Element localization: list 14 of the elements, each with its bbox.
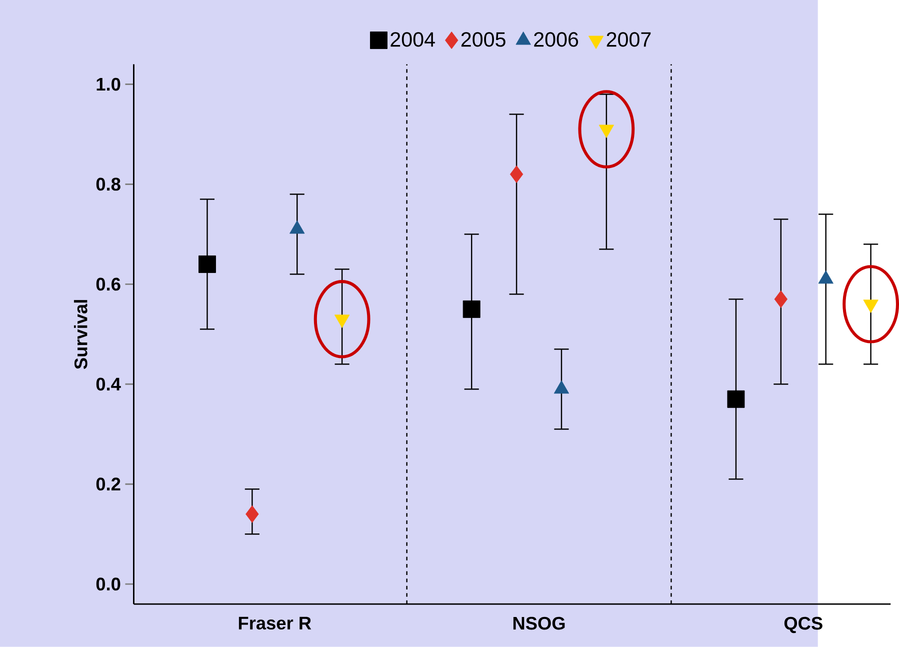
legend-label: 2006 (534, 32, 578, 47)
legend-label: 2005 (461, 32, 506, 47)
x-tick-label: NSOG (513, 616, 565, 630)
legend-label: 2004 (390, 32, 435, 47)
legend-label: 2007 (606, 32, 651, 47)
y-tick-label: 0.0 (96, 578, 120, 591)
y-tick-label: 0.4 (96, 378, 121, 391)
x-tick-label: Fraser R (238, 616, 312, 630)
y-tick-label: 0.2 (96, 478, 120, 491)
y-axis-title: Survival (74, 300, 88, 370)
y-tick-label: 1.0 (96, 78, 120, 91)
y-tick-label: 0.6 (96, 278, 120, 291)
y-tick-label: 0.8 (96, 178, 120, 191)
x-tick-label: QCS (784, 616, 822, 634)
